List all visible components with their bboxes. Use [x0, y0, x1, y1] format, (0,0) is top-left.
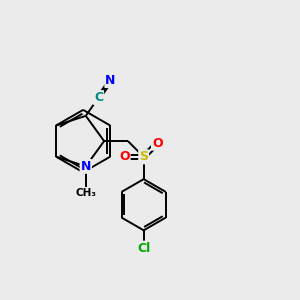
- Text: CH₃: CH₃: [75, 188, 96, 198]
- Text: O: O: [152, 137, 163, 150]
- Text: S: S: [139, 150, 148, 163]
- Text: C: C: [94, 91, 103, 104]
- Text: N: N: [81, 160, 91, 173]
- Text: N: N: [105, 74, 116, 87]
- Text: Cl: Cl: [137, 242, 150, 255]
- Text: O: O: [119, 150, 130, 163]
